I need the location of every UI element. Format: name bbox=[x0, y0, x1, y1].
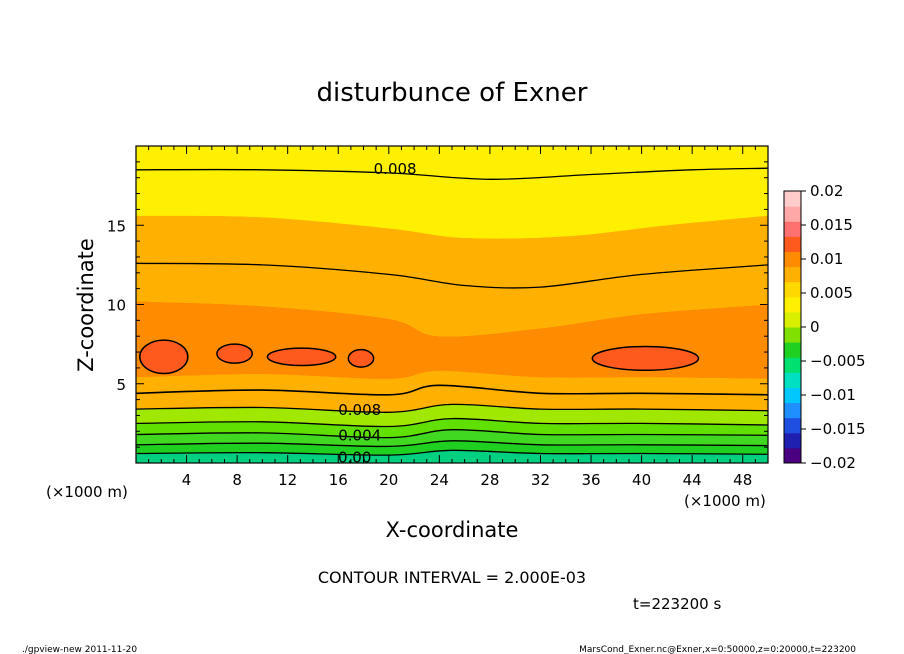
colorbar-swatch-9 bbox=[784, 311, 801, 328]
colorbar-ticks: 0.02 0.015 0.01 0.005 0 −0.005 −0.01 −0.015 −0.0… bbox=[801, 182, 866, 472]
contour-line-c7 bbox=[136, 262, 768, 289]
colorbar-swatch-15 bbox=[784, 221, 801, 237]
colorbar-swatch-0 bbox=[784, 447, 801, 464]
x-tick-label-28: 28 bbox=[480, 471, 499, 489]
x-tick-label-12: 12 bbox=[278, 471, 297, 489]
x-tick-label-48: 48 bbox=[733, 471, 752, 489]
contour-fills bbox=[136, 146, 768, 463]
contour-interval: CONTOUR INTERVAL = 2.000E-03 bbox=[318, 568, 586, 587]
contour-label-0: 0.008 bbox=[374, 160, 417, 178]
colorbar-tick-label-7: −0.015 bbox=[810, 420, 866, 438]
x-axis-title: X-coordinate bbox=[386, 518, 519, 542]
contour-line-c4 bbox=[136, 417, 768, 428]
colorbar-tick-label-4: 0 bbox=[810, 318, 820, 336]
colorbar-swatch-5 bbox=[784, 372, 801, 388]
fill-low-band-4 bbox=[136, 404, 768, 427]
colorbar-tick-label-1: 0.015 bbox=[810, 216, 853, 234]
colorbar-tick-label-0: 0.02 bbox=[810, 182, 843, 200]
z-axis-title: Z-coordinate bbox=[74, 238, 98, 372]
x-tick-label-32: 32 bbox=[531, 471, 550, 489]
high-blob-1 bbox=[216, 343, 254, 364]
x-tick-label-4: 4 bbox=[182, 471, 192, 489]
colorbar-swatch-1 bbox=[784, 432, 801, 449]
z-tick-label-10: 10 bbox=[107, 297, 126, 315]
x-tick-label-36: 36 bbox=[581, 471, 600, 489]
x-axis: 4 8 12 16 20 24 28 32 36 40 44 48 bbox=[148, 146, 756, 489]
colorbar-tick-label-8: −0.02 bbox=[810, 454, 856, 472]
z-tick-label-5: 5 bbox=[116, 376, 126, 394]
footer-right: MarsCond_Exner.nc@Exner,x=0:50000,z=0:20… bbox=[579, 645, 856, 654]
contour-line-c6 bbox=[136, 384, 768, 396]
fill-band-4 bbox=[136, 215, 768, 337]
colorbar-swatch-7 bbox=[784, 342, 801, 358]
fill-low-band-2 bbox=[136, 429, 768, 447]
z-axis: 5 10 15 bbox=[107, 161, 768, 448]
colorbar-swatch-10 bbox=[784, 296, 801, 313]
time-label: t=223200 s bbox=[633, 595, 721, 613]
colorbar-tick-label-2: 0.01 bbox=[810, 250, 843, 268]
footer-left: ./gpview-new 2011-11-20 bbox=[22, 645, 137, 654]
x-unit-left: (×1000 m) bbox=[46, 483, 128, 501]
high-blob-2 bbox=[266, 347, 337, 367]
x-tick-label-44: 44 bbox=[683, 471, 702, 489]
x-tick-label-8: 8 bbox=[232, 471, 242, 489]
contour-line-c3 bbox=[136, 429, 768, 439]
high-blob-0 bbox=[139, 339, 189, 375]
contour-line-c5 bbox=[136, 403, 768, 413]
contour-line-c2 bbox=[136, 440, 768, 448]
colorbar-swatch-16 bbox=[784, 206, 801, 222]
x-tick-label-20: 20 bbox=[379, 471, 398, 489]
chart-title: disturbunce of Exner bbox=[317, 78, 588, 108]
fill-top-band bbox=[136, 146, 768, 180]
contour-label-1: 0.008 bbox=[338, 401, 381, 419]
x-tick-label-40: 40 bbox=[632, 471, 651, 489]
colorbar-swatch-8 bbox=[784, 327, 801, 343]
contour-label-3: 0.00 bbox=[338, 449, 371, 467]
x-tick-label-16: 16 bbox=[329, 471, 348, 489]
x-tick-label-24: 24 bbox=[430, 471, 449, 489]
z-tick-label-15: 15 bbox=[107, 217, 126, 235]
colorbar bbox=[784, 191, 801, 464]
colorbar-swatch-3 bbox=[784, 402, 801, 419]
contour-lines bbox=[136, 167, 768, 456]
colorbar-swatch-4 bbox=[784, 387, 801, 404]
colorbar-frame bbox=[783, 190, 802, 464]
colorbar-swatch-6 bbox=[784, 357, 801, 373]
colorbar-swatch-11 bbox=[784, 281, 801, 298]
colorbar-swatch-14 bbox=[784, 236, 801, 252]
colorbar-swatch-2 bbox=[784, 417, 801, 434]
contour-line-c8 bbox=[136, 167, 768, 180]
contour-label-2: 0.004 bbox=[338, 426, 381, 444]
x-unit-right: (×1000 m) bbox=[684, 492, 766, 510]
colorbar-swatch-17 bbox=[784, 191, 801, 207]
contour-line-c1 bbox=[136, 449, 768, 456]
high-blob-3 bbox=[347, 348, 375, 368]
colorbar-swatch-12 bbox=[784, 266, 801, 283]
colorbar-tick-label-5: −0.005 bbox=[810, 352, 866, 370]
colorbar-tick-label-6: −0.01 bbox=[810, 386, 856, 404]
colorbar-swatch-13 bbox=[784, 251, 801, 268]
high-blob-4 bbox=[591, 345, 700, 372]
colorbar-tick-label-3: 0.005 bbox=[810, 284, 853, 302]
